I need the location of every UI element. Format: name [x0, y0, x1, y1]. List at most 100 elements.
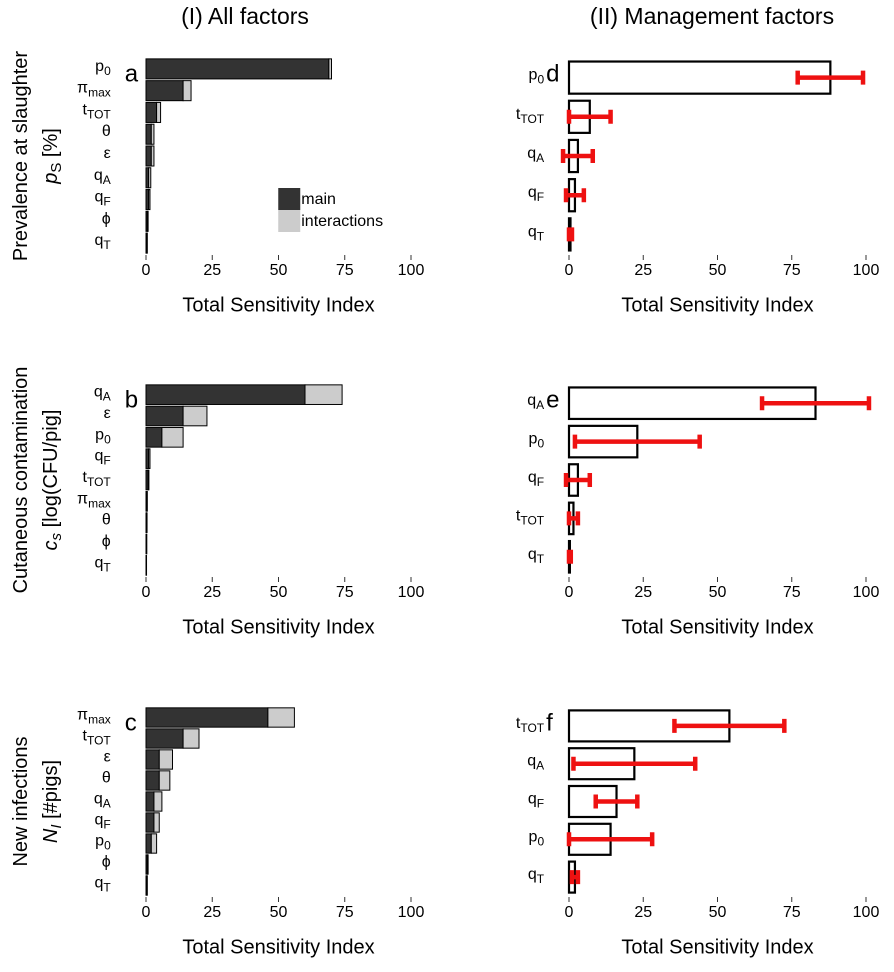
text-part: I — [48, 824, 65, 828]
text-part: TOT — [520, 514, 544, 528]
x-tick-label: 75 — [783, 904, 801, 921]
text-part: New infections — [10, 736, 32, 866]
panel-letter: e — [546, 386, 559, 413]
x-tick-label: 25 — [634, 584, 652, 601]
y-tick-label: tTOT — [516, 106, 545, 126]
bar-segment — [150, 123, 155, 145]
text-part: q — [528, 791, 537, 808]
text-part: q — [95, 812, 104, 829]
error-bar — [566, 832, 655, 847]
bar-segment — [267, 707, 295, 728]
y-axis-title: NI [#pigs] — [40, 760, 65, 843]
y-tick-label: tTOT — [83, 102, 112, 122]
x-tick-label: 0 — [565, 262, 574, 279]
y-tick-label: ε — [104, 145, 111, 162]
x-tick-label: 0 — [565, 904, 574, 921]
text-part: q — [528, 866, 537, 883]
bar-segment — [328, 58, 333, 80]
text-part: t — [516, 508, 521, 525]
text-part: ε — [104, 405, 111, 422]
y-tick-label: qF — [95, 812, 111, 832]
text-part: max — [88, 86, 111, 100]
text-part: q — [94, 167, 103, 184]
bar-segment — [150, 145, 155, 167]
text-part: p — [95, 833, 104, 850]
text-part: q — [95, 232, 104, 249]
text-part: q — [95, 875, 104, 892]
text-part: θ — [102, 123, 111, 140]
x-tick-label: 0 — [142, 584, 151, 601]
text-part: π — [77, 707, 88, 724]
bar-segment — [182, 728, 200, 749]
text-part: t — [83, 102, 88, 119]
text-part: p — [529, 67, 538, 84]
text-part: ϕ — [102, 533, 111, 550]
x-axis-title: Total Sensitivity Index — [621, 294, 813, 316]
legend-label: main — [301, 191, 336, 208]
text-part: 0 — [104, 433, 111, 447]
panel-letter: b — [125, 386, 138, 413]
text-part: q — [528, 224, 537, 241]
y-tick-label: qA — [94, 791, 111, 811]
y-tick-label: p0 — [95, 58, 111, 78]
x-tick-label: 50 — [709, 262, 727, 279]
y-tick-label: πmax — [77, 707, 111, 727]
error-bar — [566, 511, 581, 526]
bar-segment — [158, 749, 173, 770]
bar — [567, 784, 618, 819]
bar-segment — [145, 58, 330, 80]
text-part: T — [537, 230, 545, 244]
text-part: π — [77, 80, 88, 97]
text-part: A — [103, 173, 111, 187]
text-part: A — [536, 151, 544, 165]
x-tick-label: 100 — [398, 584, 425, 601]
x-tick-label: 100 — [853, 584, 880, 601]
y-tick-label: qT — [95, 555, 112, 575]
x-tick-label: 0 — [565, 584, 574, 601]
text-part: q — [528, 469, 537, 486]
y-tick-label: θ — [102, 123, 111, 140]
bar-segment — [146, 875, 148, 896]
bar-segment — [146, 210, 149, 232]
y-tick-label: qA — [527, 753, 544, 773]
text-part: q — [95, 448, 104, 465]
x-tick-label: 75 — [336, 584, 354, 601]
y-tick-label: ϕ — [102, 854, 111, 871]
bar-segment — [156, 101, 162, 123]
bar-segment — [150, 833, 158, 854]
bar-segment — [145, 812, 155, 833]
column-title: (II) Management factors — [590, 3, 834, 29]
x-tick-label: 75 — [783, 262, 801, 279]
y-tick-label: πmax — [77, 491, 111, 511]
bar-segment — [146, 491, 148, 512]
x-tick-label: 50 — [709, 904, 727, 921]
x-tick-label: 100 — [853, 904, 880, 921]
x-tick-label: 50 — [270, 584, 288, 601]
text-part: t — [516, 715, 521, 732]
text-part: F — [537, 190, 544, 204]
error-bar — [572, 434, 702, 449]
bar-segment — [148, 448, 151, 469]
bar-segment — [161, 427, 184, 448]
y-tick-label: qF — [95, 448, 111, 468]
y-tick-label: ε — [104, 405, 111, 422]
text-part: p — [95, 58, 104, 75]
x-tick-label: 0 — [142, 262, 151, 279]
y-tick-label: qT — [528, 224, 545, 244]
text-part: p — [40, 173, 62, 185]
text-part: [%] — [40, 128, 62, 162]
text-part: ϕ — [102, 211, 111, 228]
text-part: c — [40, 540, 62, 550]
y-axis-title: New infections — [10, 736, 32, 866]
error-bar — [566, 227, 575, 242]
x-tick-label: 50 — [270, 904, 288, 921]
text-part: max — [88, 497, 111, 511]
y-tick-label: θ — [102, 512, 111, 529]
text-part: q — [527, 392, 536, 409]
text-part: ε — [104, 145, 111, 162]
x-tick-label: 0 — [142, 904, 151, 921]
bar-segment — [182, 80, 192, 102]
text-part: q — [527, 753, 536, 770]
y-tick-label: p0 — [95, 833, 111, 853]
bar-segment — [145, 80, 184, 102]
